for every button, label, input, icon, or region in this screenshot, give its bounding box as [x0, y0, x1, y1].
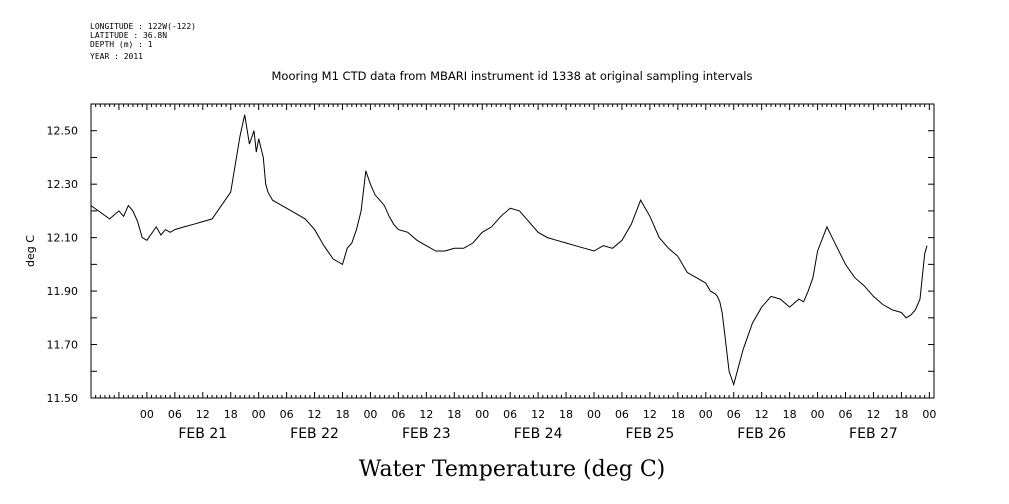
day-labels: FEB 21 FEB 22 FEB 23 FEB 24 FEB 25 FEB 26 FEB …	[178, 426, 897, 442]
x-tick-label: 00	[699, 408, 713, 421]
x-tick-label: 00	[252, 408, 266, 421]
y-axis-label: deg C	[24, 235, 37, 267]
x-tick-label: 18	[559, 408, 573, 421]
x-tick-label: 06	[503, 408, 517, 421]
x-tick-label: 18	[336, 408, 350, 421]
day-label: FEB 21	[178, 426, 227, 442]
y-tick-label: 12.10	[47, 232, 79, 245]
axis-ticks	[91, 103, 934, 399]
x-tick-label: 06	[280, 408, 294, 421]
x-tick-label: 12	[531, 408, 545, 421]
x-tick-label: 00	[363, 408, 377, 421]
temperature-series-line	[90, 114, 928, 387]
y-tick-label: 12.50	[47, 125, 79, 138]
y-tick-labels: 12.50 12.30 12.10 11.90 11.70 11.50	[47, 125, 79, 405]
y-tick-label: 11.50	[47, 392, 79, 405]
x-tick-label: 12	[755, 408, 769, 421]
latitude-label: LATITUDE : 36.8N	[90, 31, 167, 40]
x-tick-label: 00	[587, 408, 601, 421]
x-tick-label: 00	[811, 408, 825, 421]
x-tick-label: 06	[615, 408, 629, 421]
x-tick-label: 18	[224, 408, 238, 421]
x-tick-label: 12	[866, 408, 880, 421]
x-tick-label: 00	[475, 408, 489, 421]
x-tick-label: 12	[419, 408, 433, 421]
day-label: FEB 27	[849, 426, 898, 442]
x-tick-label: 18	[671, 408, 685, 421]
x-tick-label: 12	[196, 408, 210, 421]
day-label: FEB 25	[626, 426, 675, 442]
year-label: YEAR : 2011	[90, 52, 143, 61]
chart-title: Mooring M1 CTD data from MBARI instrumen…	[272, 69, 753, 83]
day-label: FEB 23	[402, 426, 451, 442]
x-tick-label: 06	[168, 408, 182, 421]
x-tick-label: 00	[140, 408, 154, 421]
x-tick-label: 18	[447, 408, 461, 421]
plot-frame	[90, 103, 935, 399]
day-label: FEB 22	[290, 426, 339, 442]
day-label: FEB 24	[514, 426, 563, 442]
y-tick-label: 11.70	[47, 339, 79, 352]
x-tick-label: 06	[839, 408, 853, 421]
y-tick-label: 12.30	[47, 178, 79, 191]
x-tick-label: 06	[727, 408, 741, 421]
x-axis-title: Water Temperature (deg C)	[359, 457, 666, 482]
x-tick-labels: 00 06 12 18 00 06 12 18 00 06 12 18 00 06 12 18 00 06 12 18…	[140, 408, 936, 421]
x-tick-label: 12	[643, 408, 657, 421]
x-tick-label: 18	[783, 408, 797, 421]
y-tick-label: 11.90	[47, 285, 79, 298]
longitude-label: LONGITUDE : 122W(-122)	[90, 22, 196, 31]
x-tick-label: 00	[922, 408, 936, 421]
x-tick-label: 18	[894, 408, 908, 421]
x-tick-label: 12	[308, 408, 322, 421]
depth-label: DEPTH (m) : 1	[90, 40, 153, 49]
x-tick-label: 06	[391, 408, 405, 421]
day-label: FEB 26	[737, 426, 786, 442]
